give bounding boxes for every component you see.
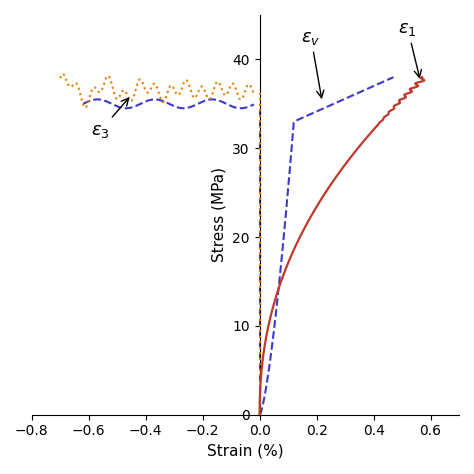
- X-axis label: Strain (%): Strain (%): [207, 444, 284, 459]
- Text: $\varepsilon_1$: $\varepsilon_1$: [399, 20, 421, 77]
- Text: $\varepsilon_v$: $\varepsilon_v$: [301, 28, 324, 98]
- Text: $\varepsilon_3$: $\varepsilon_3$: [91, 98, 128, 140]
- Y-axis label: Stress (MPa): Stress (MPa): [212, 167, 227, 263]
